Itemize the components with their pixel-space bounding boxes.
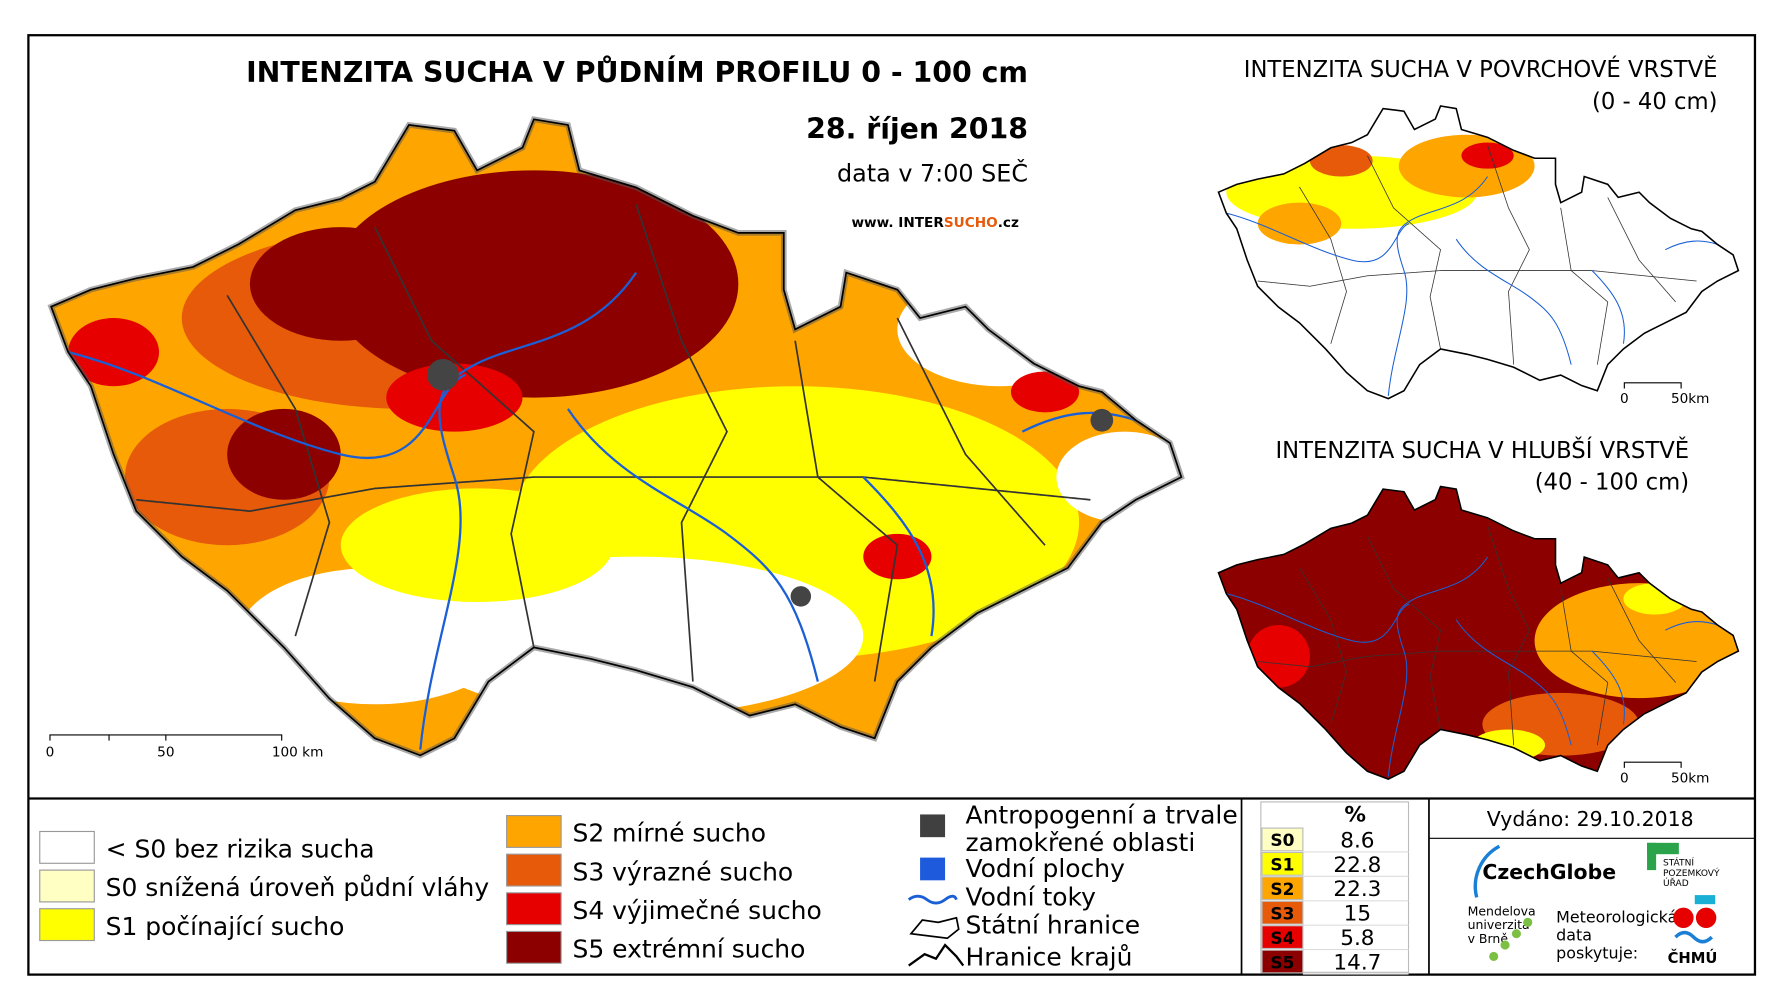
- inset-title: INTENZITA SUCHA V HLUBŠÍ VRSTVĚ: [1275, 436, 1689, 464]
- percent-value: 14.7: [1333, 950, 1381, 975]
- class-swatch: [1261, 851, 1304, 876]
- class-label: S4: [1270, 929, 1294, 949]
- table-border: [1260, 801, 1410, 973]
- scale-label: 50km: [1671, 771, 1710, 787]
- legend-label: S1 počínající sucho: [106, 912, 345, 941]
- legend-label: S4 výjimečné sucho: [572, 896, 821, 925]
- website-part: SUCHO: [944, 215, 998, 231]
- chmu-note: Meteorologická data poskytuje:: [1556, 907, 1677, 962]
- class-label: S2: [1270, 880, 1294, 900]
- legend-label: < S0 bez rizika sucha: [106, 835, 375, 864]
- inset-surface-map: [1217, 105, 1740, 400]
- scale-label: 50: [157, 745, 174, 761]
- legend-label: Hranice krajů: [966, 943, 1133, 972]
- legend: < S0 bez rizika sucha S0 snížená úroveň p…: [39, 801, 1238, 972]
- legend-label: Vodní plochy: [966, 854, 1126, 883]
- legend-label: zamokřené oblasti: [966, 828, 1196, 857]
- issued-date: Vydáno: 29.10.2018: [1487, 807, 1694, 831]
- legend-swatch: [506, 930, 562, 964]
- data-time: data v 7:00 SEČ: [837, 160, 1028, 188]
- inset-title: INTENZITA SUCHA V POVRCHOVÉ VRSTVĚ: [1244, 55, 1718, 83]
- legend-label: S0 snížená úroveň půdní vláhy: [106, 873, 490, 902]
- table-header: %: [1344, 802, 1366, 827]
- legend-label: Státní hranice: [966, 911, 1141, 940]
- inset-depth: (40 - 100 cm): [1535, 470, 1689, 496]
- class-swatch: [1261, 876, 1304, 901]
- percent-value: 22.8: [1333, 853, 1381, 878]
- legend-label: S2 mírné sucho: [572, 819, 766, 848]
- logos: CzechGlobe STÁTNÍ POZEMKOVÝ ÚŘAD Mendelova…: [1468, 842, 1720, 967]
- logo-czechglobe: CzechGlobe: [1482, 860, 1616, 884]
- legend-label: Antropogenní a trvale: [966, 801, 1238, 830]
- scale-bar: [1623, 382, 1682, 389]
- inset-depth: (0 - 40 cm): [1592, 89, 1718, 115]
- percent-value: 15: [1344, 902, 1371, 927]
- legend-swatch: [39, 908, 95, 942]
- inset-deep-map: [1217, 485, 1740, 780]
- scale-label: 0: [46, 745, 55, 761]
- percent-table: % S0 8.6 S1 22.8 S2 22.3 S3 15 S4 5.8 S5 14.7: [1260, 801, 1410, 975]
- class-swatch: [1261, 925, 1304, 950]
- scale-bar: [49, 734, 283, 741]
- percent-value: 5.8: [1340, 926, 1374, 951]
- percent-value: 22.3: [1333, 877, 1381, 902]
- map-title: INTENZITA SUCHA V PŮDNÍM PROFILU 0 - 100…: [246, 55, 1028, 89]
- class-label: S0: [1270, 831, 1294, 851]
- legend-swatch: [506, 815, 562, 848]
- logo-chmu: ČHMÚ: [1668, 949, 1718, 967]
- legend-label: S3 výrazné sucho: [572, 857, 793, 886]
- class-label: S3: [1270, 905, 1294, 925]
- logo-mendel: Mendelova univerzita v Brně: [1468, 904, 1536, 946]
- legend-label: Vodní toky: [966, 882, 1097, 911]
- scale-bar: [1623, 761, 1682, 768]
- scale-label: 100 km: [272, 745, 324, 761]
- website-part: .cz: [998, 215, 1019, 231]
- class-label: S5: [1270, 953, 1294, 973]
- legend-swatch: [39, 830, 95, 864]
- legend-swatch: [39, 869, 95, 903]
- percent-value: 8.6: [1340, 828, 1374, 853]
- logo-spu: STÁTNÍ POZEMKOVÝ ÚŘAD: [1663, 857, 1720, 889]
- legend-swatch: [506, 892, 562, 926]
- scale-label: 50km: [1671, 391, 1710, 407]
- legend-other-symbols: [907, 814, 965, 967]
- class-swatch: [1261, 900, 1304, 925]
- scale-label: 0: [1620, 771, 1629, 787]
- legend-swatch: [506, 853, 562, 887]
- legend-label: S5 extrémní sucho: [572, 935, 805, 964]
- class-swatch: [1261, 827, 1304, 852]
- class-swatch: [1261, 949, 1304, 974]
- class-label: S1: [1270, 856, 1294, 876]
- map-date: 28. říjen 2018: [806, 113, 1028, 146]
- website: www. INTERSUCHO.cz: [851, 215, 1019, 231]
- website-part: www. INTER: [851, 215, 944, 231]
- scale-label: 0: [1620, 391, 1629, 407]
